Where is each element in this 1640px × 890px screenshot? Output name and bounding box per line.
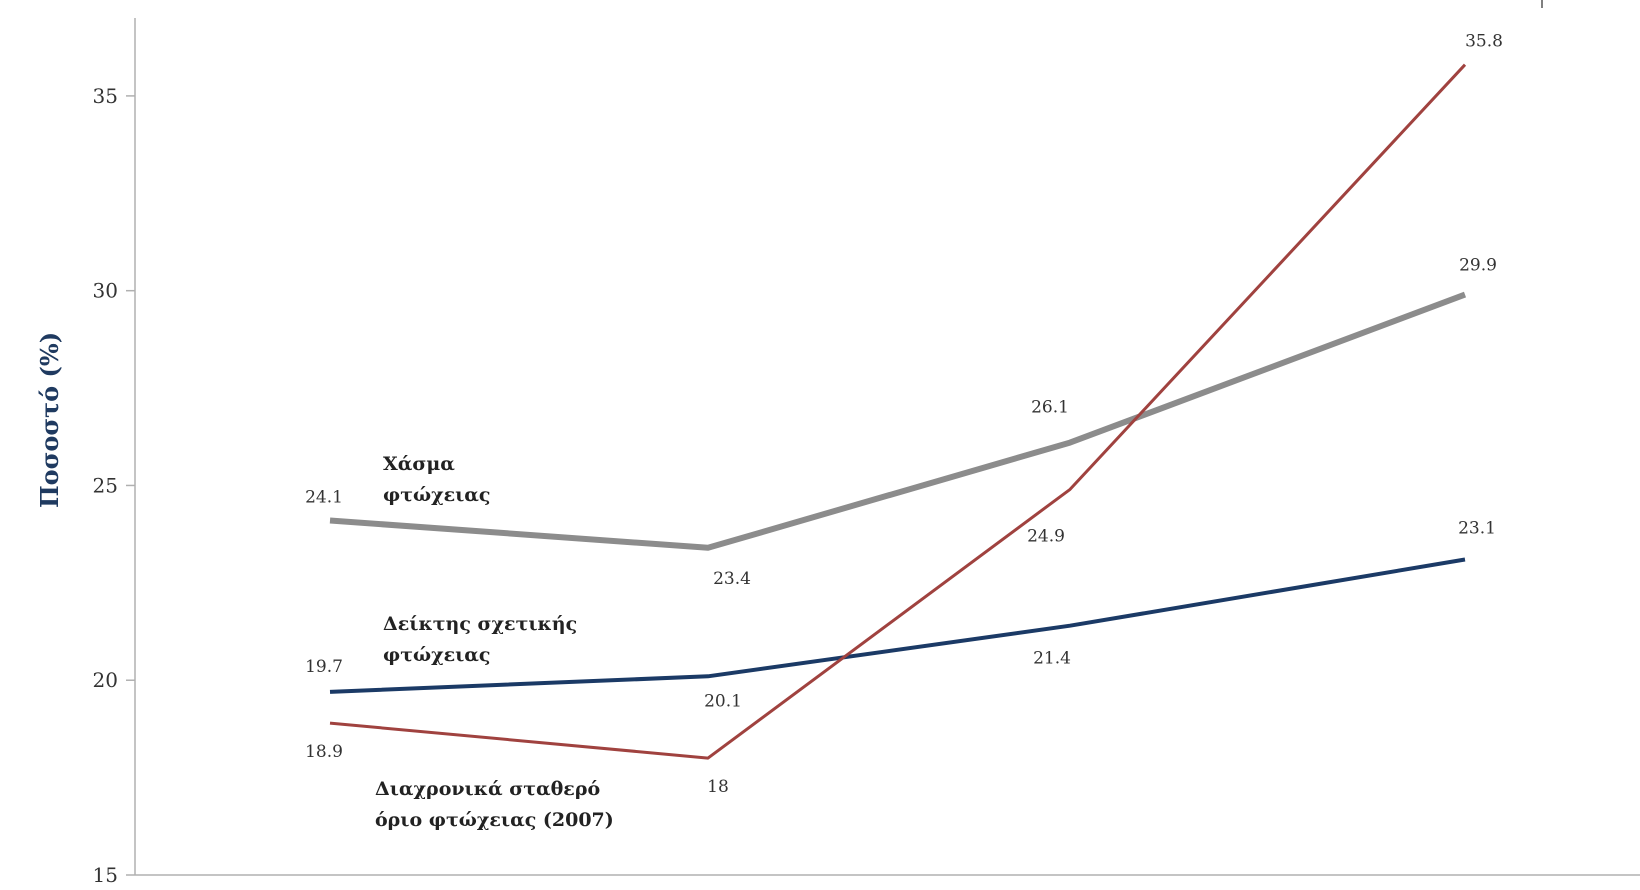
y-tick-label: 25 bbox=[93, 473, 118, 497]
data-label: 18.9 bbox=[305, 742, 343, 762]
series-line bbox=[329, 557, 1466, 694]
data-label: 26.1 bbox=[1031, 398, 1069, 418]
y-tick-label: 20 bbox=[93, 668, 118, 692]
data-label: 19.7 bbox=[305, 657, 343, 677]
data-label: 20.1 bbox=[704, 691, 742, 711]
data-label: 35.8 bbox=[1465, 32, 1503, 52]
series-name-label: Διαχρονικά σταθερό bbox=[375, 778, 600, 800]
y-tick-label: 35 bbox=[93, 84, 118, 108]
series-labels: Χάσμα φτώχειας Δείκτης σχετικής φτώχειας Δια… bbox=[375, 453, 614, 831]
series-line bbox=[329, 63, 1467, 760]
series-name-label: Χάσμα bbox=[383, 453, 455, 475]
data-label: 24.9 bbox=[1027, 526, 1065, 546]
y-axis-ticks: 15 20 25 30 35 bbox=[93, 84, 135, 887]
data-label: 21.4 bbox=[1033, 649, 1071, 669]
data-label: 24.1 bbox=[305, 488, 343, 508]
series-name-label: όριο φτώχειας (2007) bbox=[375, 809, 614, 831]
data-label: 18 bbox=[707, 777, 729, 797]
data-labels: 24.1 23.4 26.1 29.9 19.7 20.1 21.4 23.1 18.9 18 24… bbox=[305, 32, 1503, 797]
series-line bbox=[329, 291, 1467, 551]
series-name-label: φτώχειας bbox=[383, 644, 491, 666]
data-label: 23.1 bbox=[1458, 518, 1496, 538]
y-tick-label: 15 bbox=[93, 863, 118, 887]
y-tick-label: 30 bbox=[93, 279, 118, 303]
data-label: 29.9 bbox=[1459, 256, 1497, 276]
data-label: 23.4 bbox=[713, 569, 751, 589]
series-name-label: φτώχειας bbox=[383, 484, 491, 506]
series-name-label: Δείκτης σχετικής bbox=[383, 613, 577, 635]
y-axis-title: Ποσοστό (%) bbox=[35, 332, 64, 508]
series-lines bbox=[329, 63, 1467, 760]
